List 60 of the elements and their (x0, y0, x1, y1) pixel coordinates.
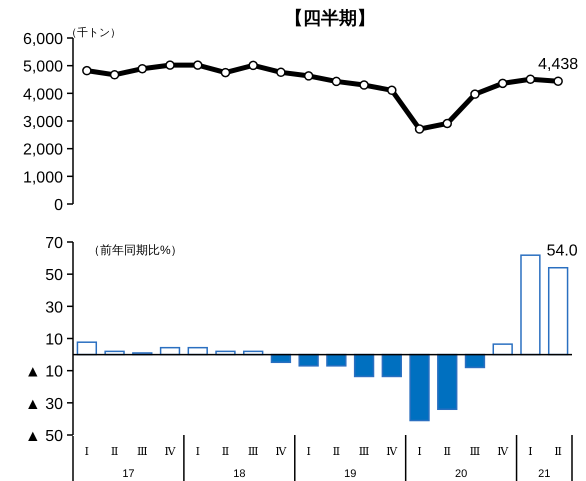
y-tick-label: ▲ 50 (24, 428, 64, 445)
text: 17 (122, 468, 135, 480)
x-tick-label: Ⅳ (275, 445, 288, 458)
point (220, 68, 230, 78)
x-tick-label: Ⅳ (386, 445, 398, 458)
point (414, 124, 424, 134)
y-tick-label: 50 (45, 267, 64, 284)
text: 20 (454, 468, 468, 480)
x-tick-label: Ⅱ (332, 445, 340, 458)
y-axis-title: （千トン） (66, 26, 121, 39)
x-tick-label: Ⅰ (84, 445, 90, 458)
point (359, 80, 369, 90)
y-tick-label: 5,000 (22, 58, 64, 76)
point (110, 70, 120, 80)
text: 21 (538, 468, 550, 480)
point (498, 78, 508, 88)
y-tick-label: 3,000 (22, 114, 64, 131)
y-tick-label: 4,000 (22, 86, 64, 104)
y-axis-title: （前年同期比%） (88, 243, 183, 257)
x-tick-label: Ⅲ (248, 445, 258, 458)
point (553, 76, 563, 86)
y-tick-label: 6,000 (22, 31, 64, 48)
x-tick-label: Ⅱ (444, 445, 451, 458)
y-tick-label: 30 (45, 299, 64, 316)
point (526, 74, 536, 84)
point (165, 60, 175, 70)
point (442, 118, 452, 128)
x-tick-label: Ⅰ (528, 445, 533, 458)
x-tick-label: Ⅰ (417, 445, 422, 458)
x-tick-label: Ⅱ (554, 445, 562, 458)
data-label: 54.0 (546, 242, 578, 260)
text: 18 (233, 468, 246, 480)
point (276, 68, 286, 78)
x-tick-label: Ⅲ (470, 445, 480, 458)
y-tick-label: 1,000 (22, 169, 64, 186)
point (82, 66, 92, 76)
point (470, 89, 480, 99)
x-tick-label: Ⅳ (497, 445, 510, 458)
x-tick-label: Ⅲ (358, 445, 370, 458)
point (193, 60, 202, 70)
y-tick-label: 70 (45, 235, 64, 252)
point (304, 71, 314, 81)
point (138, 64, 148, 74)
x-tick-label: Ⅳ (164, 445, 177, 458)
point (248, 60, 258, 70)
data-label: 4,438 (538, 56, 578, 74)
x-tick-label: Ⅱ (110, 445, 118, 458)
chart-title: 【四半期】 (285, 8, 375, 28)
x-tick-label: Ⅰ (196, 445, 200, 458)
y-tick-label: ▲ 30 (24, 396, 64, 413)
y-tick-label: 2,000 (22, 142, 64, 159)
y-tick-label: ▲ 10 (24, 364, 64, 381)
x-tick-label: Ⅲ (137, 445, 148, 458)
x-tick-label: Ⅰ (306, 445, 311, 458)
y-tick-label: 10 (45, 332, 64, 348)
text: 19 (344, 468, 356, 480)
y-tick-label: 0 (54, 197, 64, 214)
x-tick-label: Ⅱ (222, 445, 230, 458)
point (332, 76, 342, 86)
point (387, 86, 397, 96)
